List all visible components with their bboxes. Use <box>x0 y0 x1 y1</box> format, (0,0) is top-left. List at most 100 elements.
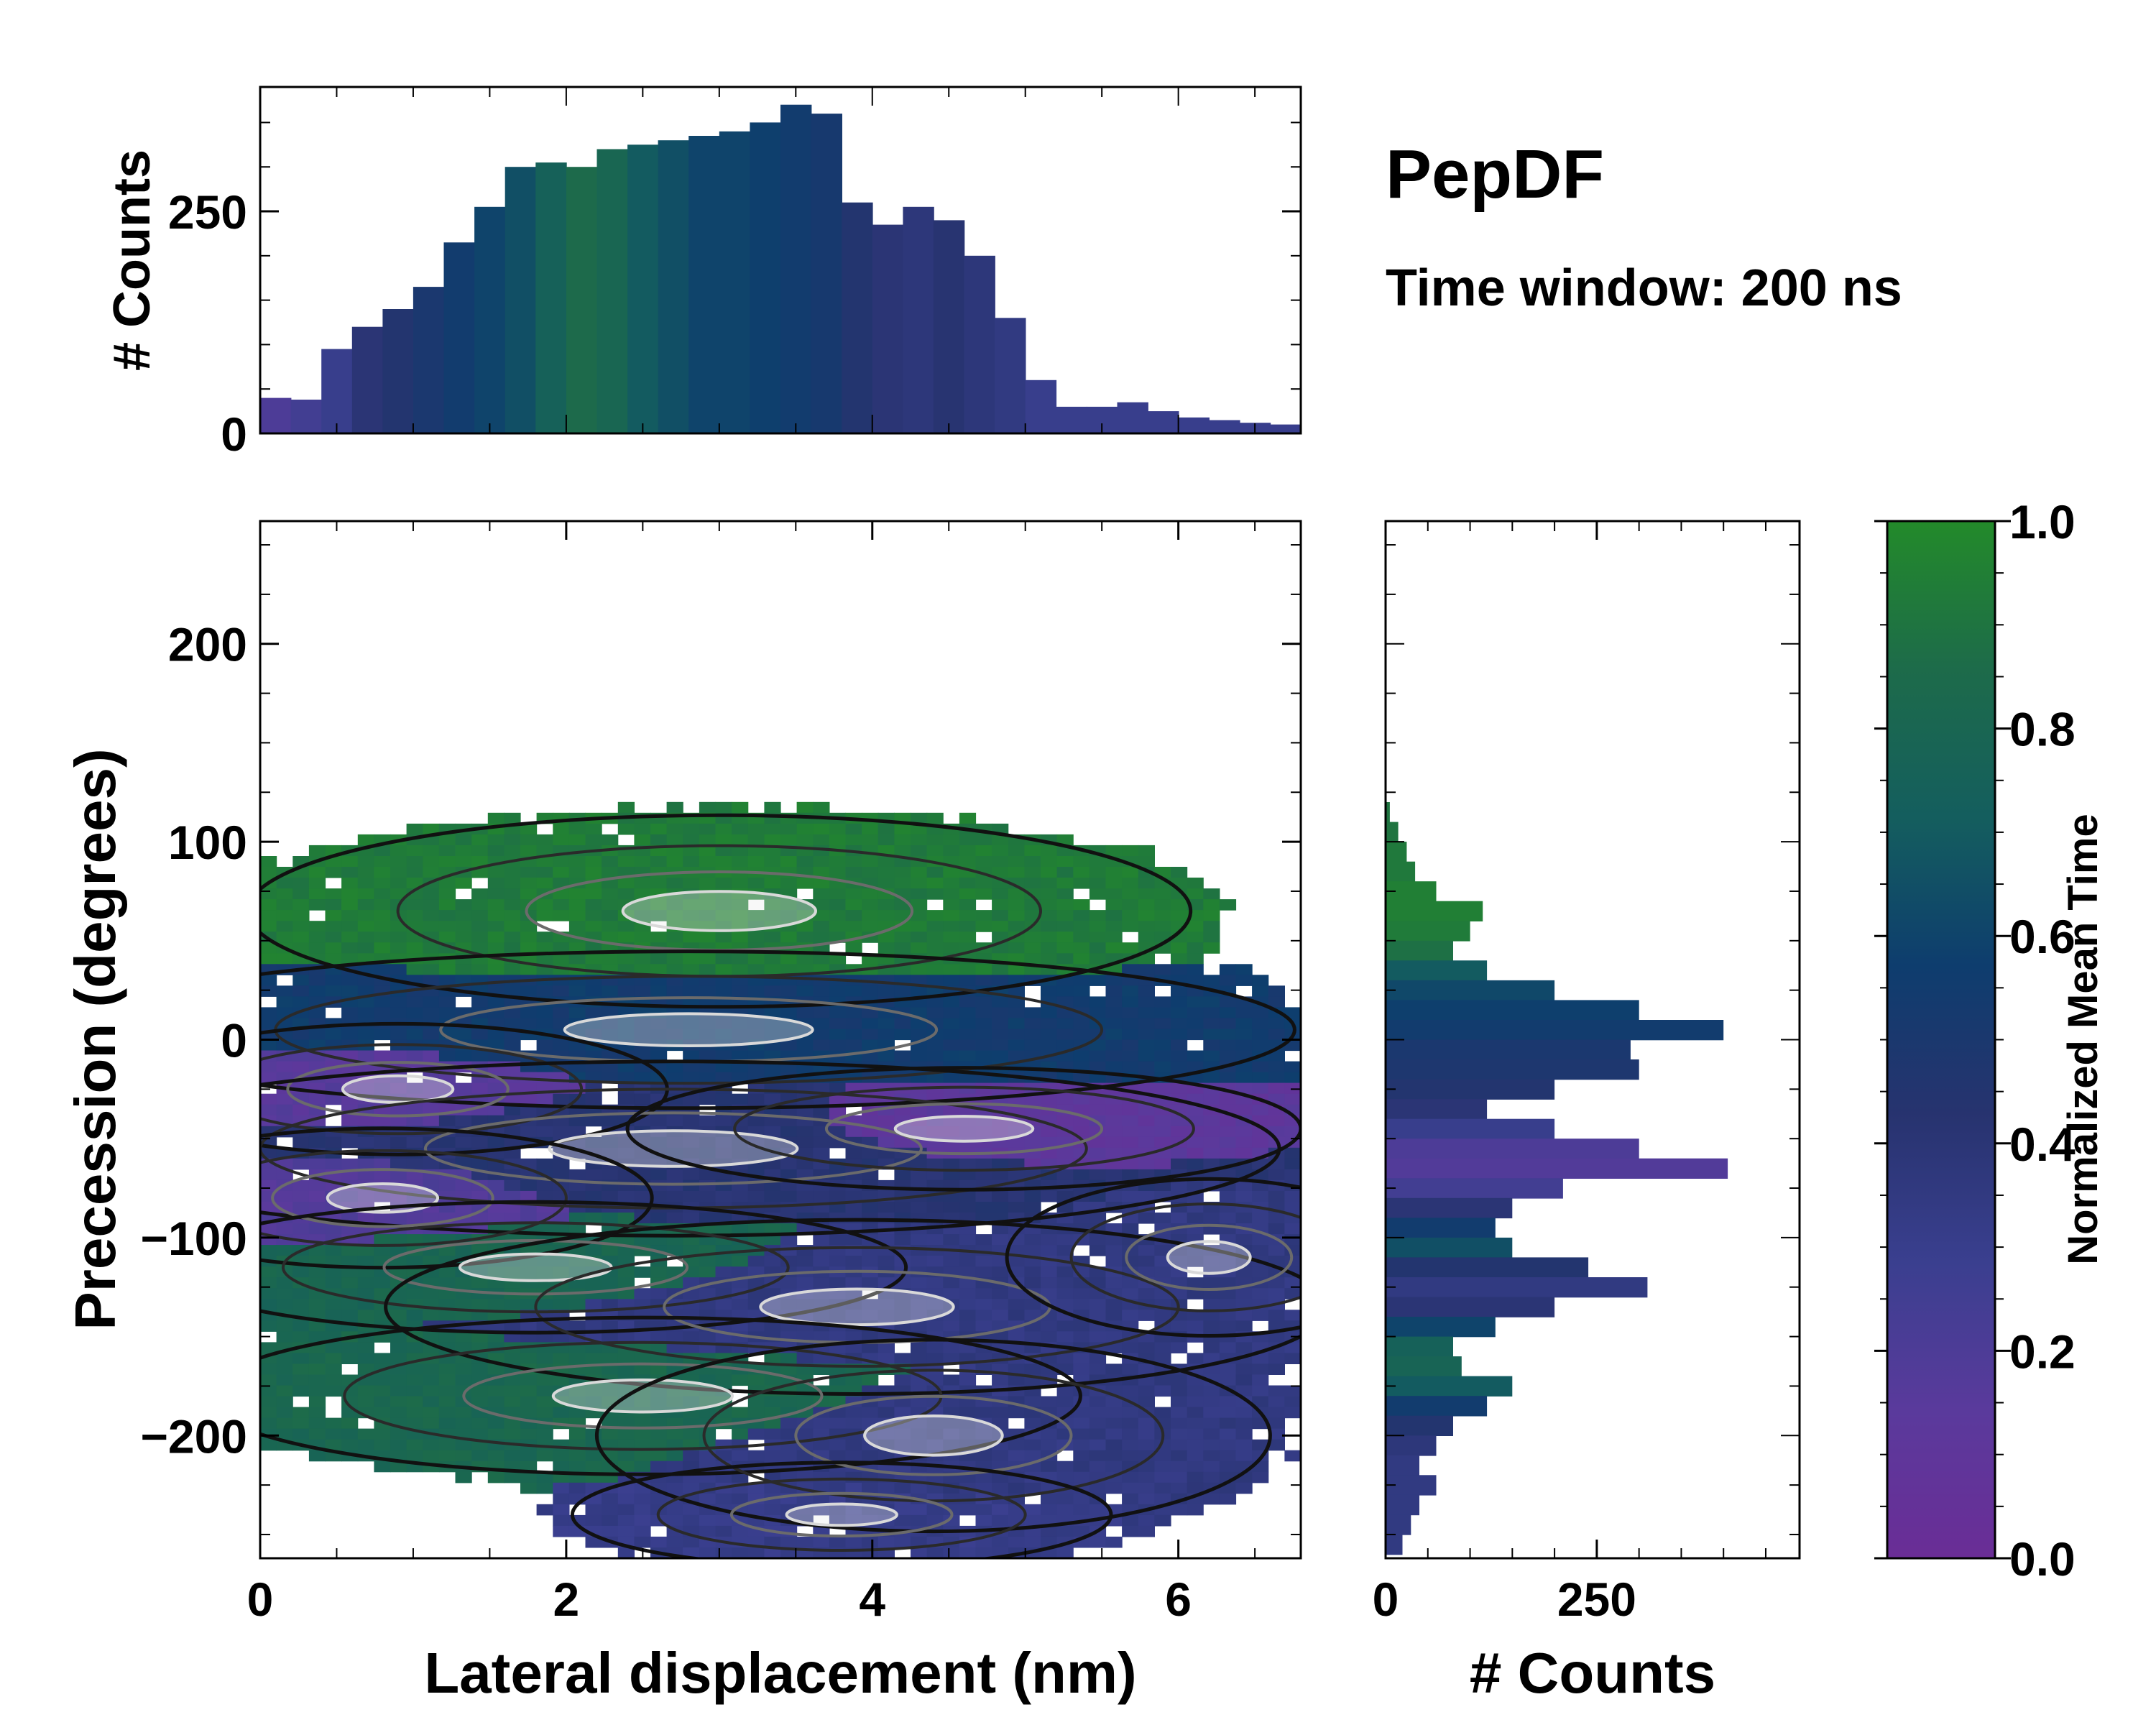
heatmap-cell <box>1024 1363 1041 1375</box>
heatmap-cell <box>1056 1525 1074 1537</box>
heatmap-cell <box>959 1266 977 1278</box>
heatmap-cell <box>455 899 472 911</box>
heatmap-cell <box>975 964 992 975</box>
heatmap-cell <box>617 856 635 868</box>
heatmap-cell <box>894 1374 911 1386</box>
heatmap-cell <box>374 921 391 932</box>
right-histogram-bar <box>1386 1118 1555 1139</box>
heatmap-cell <box>732 878 749 889</box>
heatmap-cell <box>276 985 293 997</box>
heatmap-cell <box>813 878 830 889</box>
heatmap-cell <box>308 878 326 889</box>
heatmap-cell <box>780 823 798 835</box>
heatmap-cell <box>650 1213 668 1224</box>
heatmap-cell <box>911 867 928 878</box>
heatmap-cell <box>813 899 830 911</box>
heatmap-cell <box>683 1450 700 1462</box>
heatmap-cell <box>1187 1471 1204 1484</box>
heatmap-cell <box>699 1331 717 1343</box>
heatmap-cell <box>1171 1482 1188 1494</box>
heatmap-cell <box>1171 1082 1188 1095</box>
heatmap-cell <box>747 953 765 965</box>
heatmap-cell <box>1219 1396 1237 1408</box>
heatmap-cell <box>1235 1029 1253 1041</box>
heatmap-cell <box>1105 1299 1123 1310</box>
heatmap-cell <box>585 1115 602 1127</box>
heatmap-cell <box>1056 1169 1074 1181</box>
heatmap-cell <box>747 964 765 975</box>
heatmap-cell <box>666 932 683 943</box>
heatmap-cell <box>1105 921 1123 932</box>
heatmap-cell <box>732 910 749 921</box>
heatmap-cell <box>845 1331 862 1343</box>
heatmap-cell <box>1203 1299 1220 1310</box>
heatmap-cell <box>683 1331 700 1343</box>
heatmap-cell <box>747 1320 765 1332</box>
heatmap-cell <box>1138 888 1155 900</box>
heatmap-cell <box>374 1460 391 1473</box>
heatmap-cell <box>975 1126 992 1138</box>
heatmap-cell <box>1219 1007 1237 1018</box>
heatmap-cell <box>877 823 895 835</box>
heatmap-cell <box>617 1525 635 1537</box>
right-histogram-bar <box>1386 822 1399 842</box>
heatmap-cell <box>276 1417 293 1430</box>
heatmap-cell <box>617 1417 635 1430</box>
heatmap-cell <box>1171 910 1188 921</box>
heatmap-cell <box>780 1202 798 1213</box>
heatmap-cell <box>862 1029 879 1041</box>
heatmap-cell <box>455 1277 472 1289</box>
heatmap-cell <box>374 888 391 900</box>
heatmap-cell <box>1056 1471 1074 1484</box>
heatmap-cell <box>683 1428 700 1440</box>
heatmap-cell <box>292 1266 310 1278</box>
heatmap-cell <box>1268 1310 1285 1321</box>
heatmap-cell <box>747 1115 765 1127</box>
heatmap-cell <box>536 1179 553 1192</box>
heatmap-cell <box>1056 910 1074 921</box>
heatmap-cell <box>992 867 1009 878</box>
heatmap-cell <box>1187 996 1204 1008</box>
heatmap-cell <box>308 932 326 943</box>
heatmap-cell <box>374 878 391 889</box>
heatmap-cell <box>943 1007 960 1018</box>
heatmap-cell <box>553 899 570 911</box>
heatmap-cell <box>975 1504 992 1516</box>
heatmap-cell <box>617 1093 635 1105</box>
heatmap-cell <box>504 899 521 911</box>
heatmap-cell <box>1235 1147 1253 1159</box>
heatmap-cell <box>602 1256 619 1267</box>
heatmap-cell <box>943 1126 960 1138</box>
heatmap-cell <box>536 867 553 878</box>
heatmap-cell <box>585 867 602 878</box>
heatmap-cell <box>975 1018 992 1029</box>
heatmap-cell <box>1041 1245 1058 1256</box>
heatmap-cell <box>1219 1029 1237 1041</box>
heatmap-cell <box>1154 1082 1171 1095</box>
heatmap-cell <box>1024 845 1041 857</box>
heatmap-cell <box>536 1093 553 1105</box>
heatmap-cell <box>1187 1439 1204 1451</box>
heatmap-cell <box>699 964 717 975</box>
heatmap-cell <box>634 1525 651 1537</box>
heatmap-cell <box>276 1353 293 1364</box>
right-histogram-bar <box>1386 1494 1419 1516</box>
contour-line <box>260 1043 584 1136</box>
heatmap-cell <box>1235 975 1253 986</box>
heatmap-cell <box>1171 1460 1188 1473</box>
heatmap-cell <box>1041 921 1058 932</box>
heatmap-cell <box>1122 1385 1139 1397</box>
heatmap-cell <box>292 1136 310 1149</box>
heatmap-cell <box>650 1396 668 1408</box>
heatmap-cell <box>1284 1061 1301 1073</box>
heatmap-cell <box>894 1299 911 1310</box>
heatmap-cell <box>374 1374 391 1386</box>
heatmap-cell <box>568 1460 586 1473</box>
heatmap-cell <box>1203 1493 1220 1505</box>
heatmap-cell <box>504 812 521 824</box>
heatmap-cell <box>862 1450 879 1462</box>
heatmap-cell <box>1268 1331 1285 1343</box>
heatmap-cell <box>536 932 553 943</box>
heatmap-cell <box>1187 1147 1204 1159</box>
heatmap-cell <box>520 1190 538 1202</box>
